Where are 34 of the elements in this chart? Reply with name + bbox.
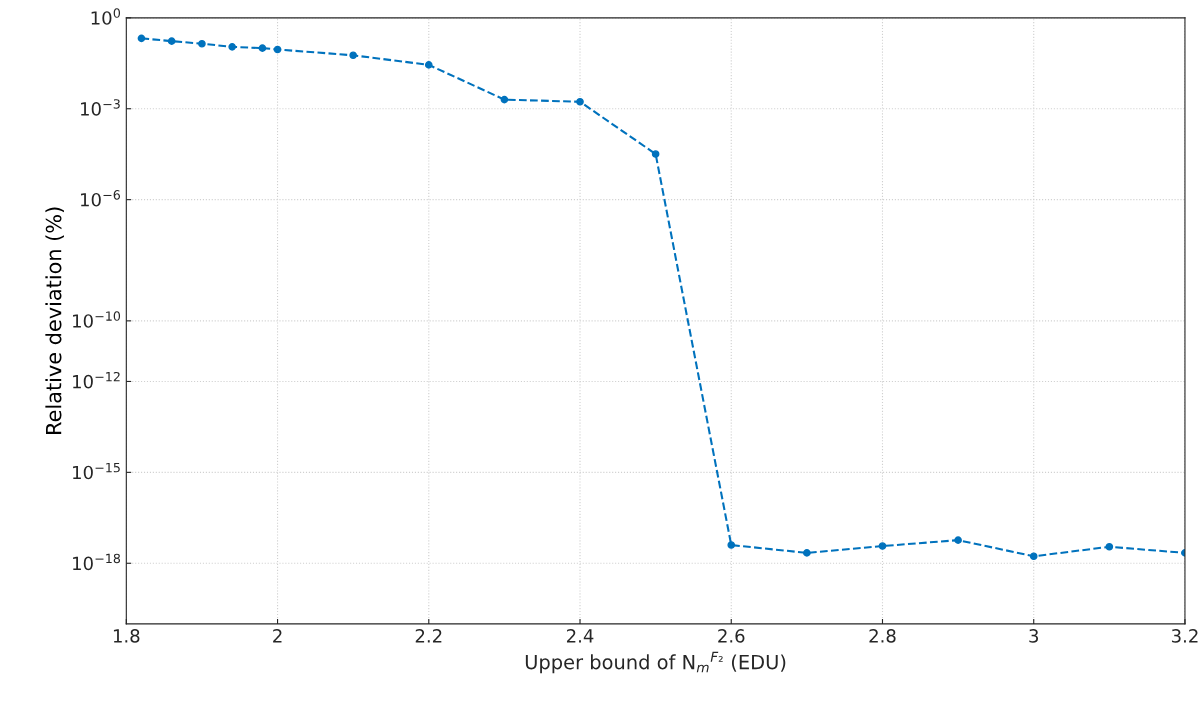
point <box>273 45 282 54</box>
point <box>651 150 660 158</box>
point <box>1105 542 1114 551</box>
point <box>198 39 206 48</box>
y-tick-label: 10$^{−18}$ <box>73 553 121 571</box>
point <box>258 44 267 52</box>
point <box>424 61 433 69</box>
point <box>803 549 811 557</box>
y-tick-label: 10$^{−6}$ <box>81 190 121 207</box>
point <box>137 34 146 43</box>
point <box>1029 552 1038 561</box>
x-axis-title: Upper bound of N$_{m}$$^{F₂}$ (EDU) <box>525 651 786 674</box>
y-tick-label: 10$^{0}$ <box>91 8 121 25</box>
x-tick-label: 2.2 <box>415 629 442 643</box>
y-tick-label: 10$^{−15}$ <box>73 462 120 480</box>
y-tick-label: 10$^{−12}$ <box>73 371 120 389</box>
x-tick-label: 1.8 <box>113 629 140 643</box>
y-axis-title: Relative deviation (%) <box>45 207 64 434</box>
point <box>500 95 509 104</box>
x-tick-label: 2 <box>273 629 282 643</box>
point <box>576 97 584 106</box>
x-tick-label: 3 <box>1029 629 1039 643</box>
point <box>349 51 357 60</box>
x-tick-label: 2.4 <box>566 629 594 643</box>
point <box>954 536 962 544</box>
point <box>727 541 736 549</box>
point <box>878 542 887 550</box>
y-tick-label: 10$^{−10}$ <box>73 311 121 328</box>
point <box>167 37 176 45</box>
point <box>228 43 236 51</box>
x-tick-label: 3.2 <box>1171 629 1198 643</box>
y-tick-label: 10$^{−3}$ <box>81 99 120 116</box>
x-tick-label: 2.8 <box>869 629 896 643</box>
x-tick-label: 2.6 <box>718 629 745 643</box>
